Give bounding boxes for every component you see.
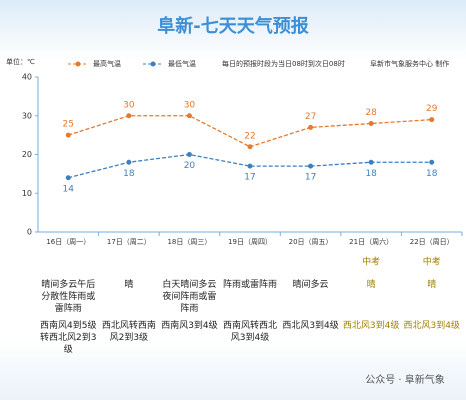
wind: 西北风3到4级 [342,321,400,331]
legend-marker [150,61,156,67]
data-label: 30 [123,100,135,110]
y-tick-label: 40 [22,73,32,82]
data-label: 27 [305,112,316,122]
x-tick-label: 16日（周一） [46,238,90,246]
point [186,113,192,119]
data-label: 18 [365,169,377,179]
data-label: 18 [123,169,135,179]
point [247,144,253,150]
x-tick-label: 20日（周五） [289,238,333,246]
exam-label: 中考 [423,256,441,268]
y-tick-label: 20 [22,150,32,159]
point [368,159,374,165]
point [308,124,314,130]
wind: 西北风转西南风2到3级 [101,321,156,343]
data-label: 20 [184,161,196,171]
y-tick-label: 10 [22,189,32,198]
wind: 西南风转西北风3到4级 [222,321,277,343]
data-label: 29 [426,104,438,114]
legend-marker [75,61,81,67]
weather: 晴 [124,280,134,290]
weather: 晴间多云午后分散性阵雨或雷阵雨 [41,280,96,314]
note: 每日的预报时段为当日08时到次日08时 [222,59,345,68]
exam-label: 中考 [362,256,380,268]
chart-title: 阜新-七天天气预报 [157,15,308,37]
point [65,175,71,181]
x-tick-label: 17日（周二） [107,238,151,246]
wind: 西北风3到4级 [403,321,460,331]
weather: 晴 [366,280,376,290]
point [368,121,374,126]
legend-label: 最低气温 [168,59,196,68]
point [65,132,71,138]
y-tick-label: 30 [22,111,32,120]
legend-label: 最高气温 [93,59,121,68]
data-label: 30 [184,100,196,110]
point [126,113,132,119]
wind: 西南风3到4级 [161,321,218,331]
x-tick-label: 18日（周三） [167,238,211,246]
data-label: 18 [426,169,438,179]
x-tick-label: 21日（周六） [349,237,393,246]
point [429,117,435,123]
point [247,163,253,169]
data-label: 22 [244,131,255,141]
note: 阜新市气象服务中心 制作 [370,59,449,68]
wind: 西南风4到5级转西北风2到3级 [40,321,97,355]
data-label: 14 [63,184,75,194]
data-label: 25 [63,120,74,130]
unit-label: 单位：℃ [6,57,35,66]
data-label: 17 [305,173,316,183]
wind: 西北风3到4级 [282,321,339,331]
x-tick-label: 22日（周日） [410,238,454,246]
weather: 晴 [427,280,437,290]
data-label: 17 [244,173,255,183]
point [186,152,192,157]
weather: 白天晴间多云夜间阵雨或雷阵雨 [162,280,217,314]
weather: 阵雨或雷阵雨 [222,280,277,290]
data-label: 28 [365,108,377,118]
y-tick-label: 0 [27,228,32,237]
point [308,163,314,169]
point [126,159,132,165]
watermark: 公众号 · 阜新气象 [365,373,445,386]
x-tick-label: 19日（周四） [228,238,272,246]
point [429,159,435,165]
weather: 晴间多云 [292,280,329,290]
